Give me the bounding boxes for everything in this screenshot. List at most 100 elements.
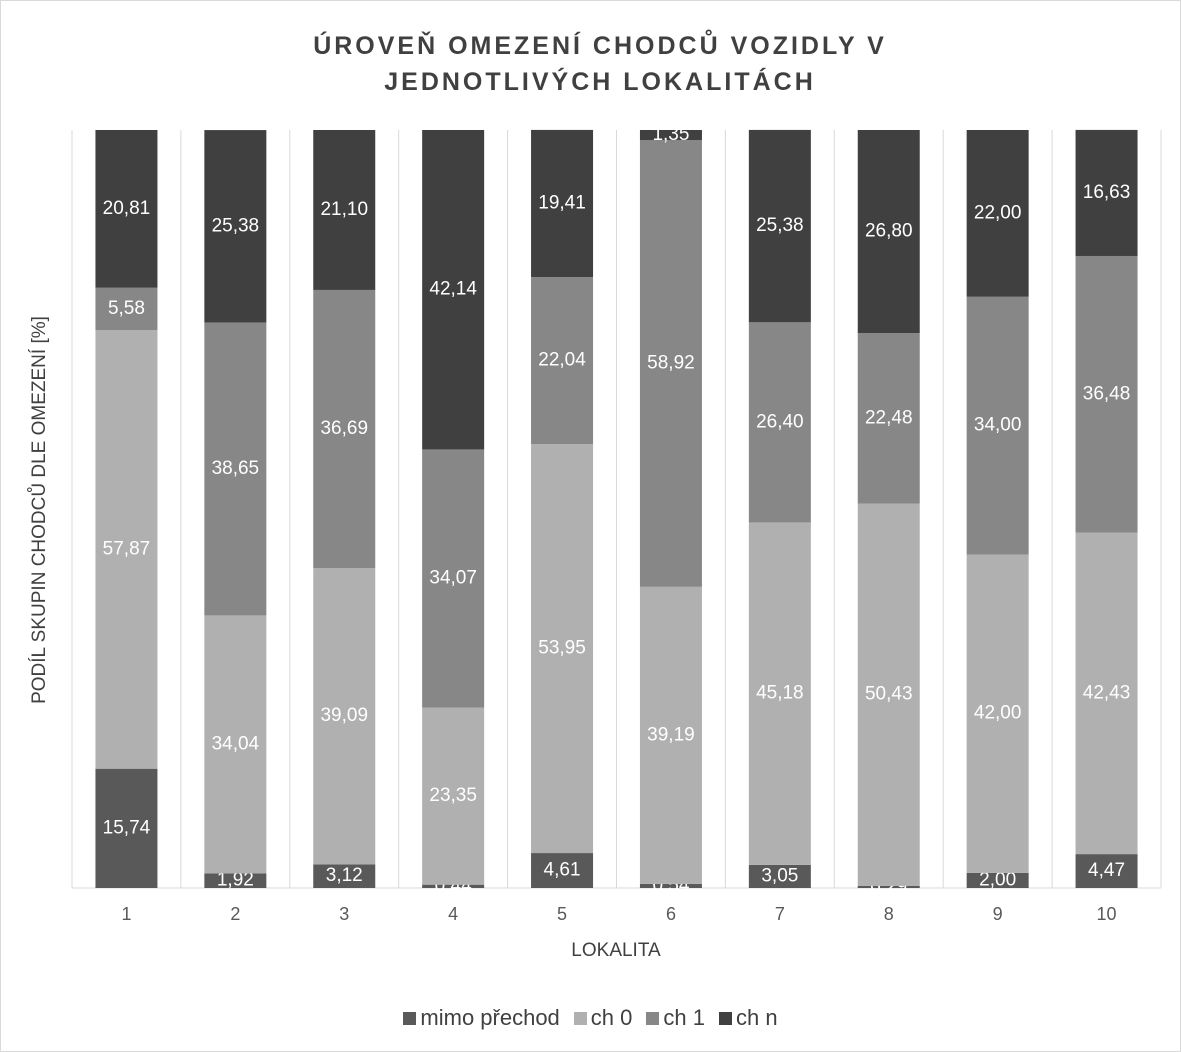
x-tick-label: 8: [884, 904, 894, 924]
bar-segment: [966, 130, 1029, 297]
bar-segment: [204, 130, 267, 323]
legend-label: mimo přechod: [420, 1005, 560, 1030]
x-axis-label: LOKALITA: [571, 940, 661, 961]
data-label: 1,92: [217, 870, 254, 891]
x-tick-label: 7: [775, 904, 785, 924]
data-label: 4,61: [544, 860, 581, 881]
bar-segment: [204, 873, 267, 888]
bar-segment: [966, 554, 1029, 873]
data-label: 36,69: [320, 418, 368, 439]
bar-segment: [313, 864, 376, 888]
legend-swatch: [646, 1011, 660, 1025]
data-label: 4,47: [1088, 860, 1125, 881]
bar-segment: [1075, 854, 1138, 888]
bar-segment: [204, 322, 267, 616]
data-label: 53,95: [538, 638, 586, 659]
bar-segment: [857, 333, 920, 504]
bar-segment: [966, 296, 1029, 555]
data-label: 57,87: [103, 538, 151, 559]
data-label: 39,09: [320, 705, 368, 726]
data-label: 1,35: [652, 124, 689, 145]
bar-segment: [639, 130, 702, 141]
bar-segment: [639, 140, 702, 587]
y-axis-label: PODÍL SKUPIN CHODCŮ DLE OMEZENÍ [%]: [28, 316, 50, 704]
x-tick-label: 2: [230, 904, 240, 924]
bar-segment: [748, 522, 811, 865]
bar-segment: [95, 287, 158, 331]
bar-segment: [748, 322, 811, 523]
bar-segment: [95, 768, 158, 888]
data-label: 3,12: [326, 865, 363, 886]
bar-segment: [422, 884, 485, 888]
x-tick-label: 9: [993, 904, 1003, 924]
data-label: 26,80: [865, 221, 913, 242]
legend-label: ch n: [735, 1005, 778, 1030]
bar-segment: [966, 872, 1029, 888]
x-tick-label: 5: [557, 904, 567, 924]
data-label: 19,41: [538, 193, 586, 214]
legend-swatch: [718, 1011, 732, 1025]
bar-segment: [1075, 532, 1138, 855]
data-label: 25,38: [212, 215, 260, 236]
x-tick-label: 1: [121, 904, 131, 924]
data-label: 26,40: [756, 411, 804, 432]
data-label: 34,04: [212, 733, 260, 754]
bar-segment: [422, 449, 485, 708]
bar-segment: [95, 330, 158, 769]
bar-segment: [422, 707, 485, 885]
data-label: 2,00: [979, 869, 1016, 890]
data-label: 22,04: [538, 350, 586, 371]
bar-segment: [857, 503, 920, 886]
bar-segment: [857, 130, 920, 334]
data-label: 22,48: [865, 407, 913, 428]
bar-segment: [1075, 129, 1138, 256]
data-label: 42,14: [429, 279, 477, 300]
data-label: 39,19: [647, 724, 695, 745]
data-label: 3,05: [761, 865, 798, 886]
data-label: 34,07: [429, 568, 477, 589]
data-label: 45,18: [756, 683, 804, 704]
data-label: 42,00: [974, 703, 1022, 724]
bar-segment: [313, 289, 376, 569]
bar-segment: [748, 129, 811, 323]
data-label: 38,65: [212, 458, 260, 479]
bar-segment: [204, 615, 267, 874]
data-label: 22,00: [974, 202, 1022, 223]
legend-swatch: [403, 1011, 417, 1025]
bar-segment: [1075, 255, 1138, 533]
x-tick-label: 4: [448, 904, 458, 924]
legend-item: ch n: [718, 1005, 778, 1031]
legend-item: ch 1: [646, 1005, 705, 1031]
bar-segment: [313, 568, 376, 865]
bar-segment: [531, 277, 594, 445]
x-tick-label: 6: [666, 904, 676, 924]
data-label: 20,81: [103, 198, 151, 219]
legend-swatch: [573, 1011, 587, 1025]
data-label: 21,10: [320, 199, 368, 220]
x-tick-label: 3: [339, 904, 349, 924]
data-label: 23,35: [429, 785, 477, 806]
chart-title: ÚROVEŇ OMEZENÍ CHODCŮ VOZIDLY V JEDNOTLI…: [313, 32, 887, 96]
legend-item: mimo přechod: [403, 1005, 560, 1031]
bar-segment: [95, 130, 158, 288]
bar-segment: [639, 586, 702, 884]
data-label: 16,63: [1083, 182, 1131, 203]
x-tick-label: 10: [1097, 904, 1117, 924]
data-label: 15,74: [103, 817, 151, 838]
legend: mimo přechod ch 0 ch 1 ch n: [0, 1005, 1181, 1031]
bar-segment: [313, 130, 376, 290]
data-label: 50,43: [865, 684, 913, 705]
legend-label: ch 0: [590, 1005, 633, 1030]
bar-segment: [639, 883, 702, 888]
legend-label: ch 1: [663, 1005, 705, 1030]
data-label: 5,58: [108, 298, 145, 319]
data-label: 34,00: [974, 415, 1022, 436]
legend-item: ch 0: [573, 1005, 633, 1031]
bar-segment: [531, 853, 594, 888]
data-label: 42,43: [1083, 682, 1131, 703]
data-label: 58,92: [647, 353, 695, 374]
bar-segment: [748, 864, 811, 888]
bar-segment: [531, 129, 594, 278]
bar-segment: [531, 444, 594, 854]
